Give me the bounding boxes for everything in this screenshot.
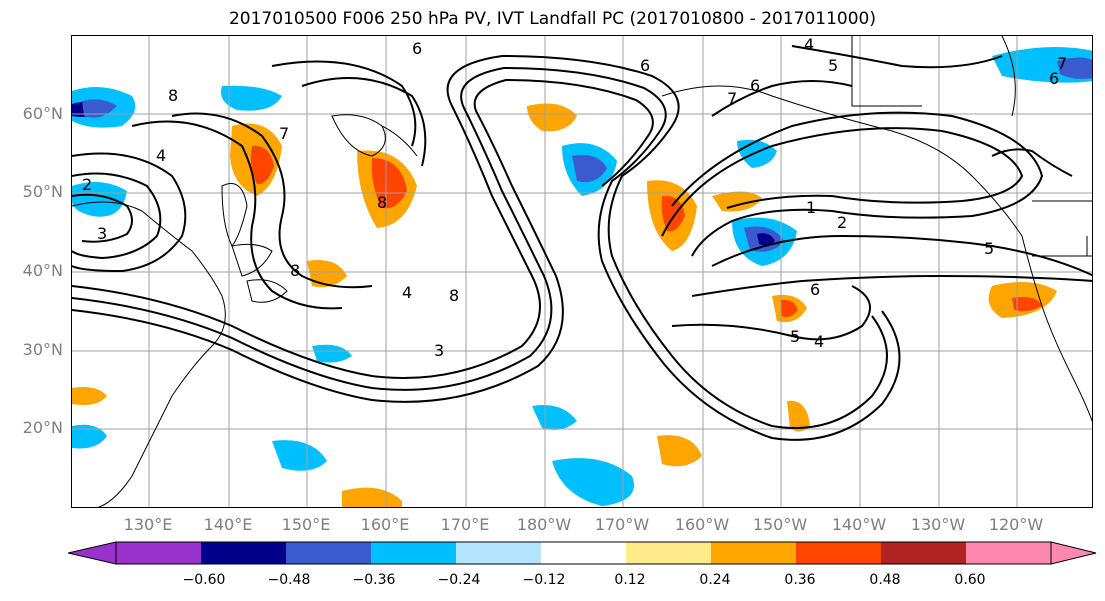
colorbar-over-arrow xyxy=(1051,542,1096,564)
contour-label: 6 xyxy=(1049,69,1059,88)
lon-label-160e: 160°E xyxy=(350,515,420,534)
neg-anomaly-patch xyxy=(72,182,127,217)
colorbar-swatch xyxy=(201,542,286,564)
contour-label: 8 xyxy=(377,193,387,212)
contour-label: 1 xyxy=(806,198,816,217)
pos-anomaly-patch xyxy=(342,488,402,508)
neg-anomaly-patch xyxy=(552,458,634,506)
colorbar-swatch xyxy=(116,542,201,564)
contour-label: 8 xyxy=(449,286,459,305)
lat-label-60n: 60°N xyxy=(5,104,63,123)
colorbar-tick-label: −0.60 xyxy=(174,572,234,588)
lon-label-130w: 130°W xyxy=(903,515,973,534)
colorbar-tick-label: 0.24 xyxy=(685,572,745,588)
lon-label-180w: 180°W xyxy=(509,515,579,534)
lat-label-30n: 30°N xyxy=(5,340,63,359)
contour-label: 8 xyxy=(290,261,300,280)
contour-label: 6 xyxy=(750,76,760,95)
colorbar-swatch xyxy=(456,542,541,564)
neg-anomaly-patch xyxy=(221,86,282,111)
contour-label: 2 xyxy=(82,175,92,194)
lon-label-160w: 160°W xyxy=(667,515,737,534)
colorbar-tick-label: 0.36 xyxy=(770,572,830,588)
contour-label: 3 xyxy=(434,341,444,360)
neg-anomaly-patch xyxy=(312,345,352,363)
colorbar-tick-label: −0.48 xyxy=(259,572,319,588)
contour-label: 5 xyxy=(828,56,838,75)
contour-label: 4 xyxy=(156,146,166,165)
contour-label: 7 xyxy=(279,124,289,143)
contour-label: 4 xyxy=(814,332,824,351)
contour-label: 8 xyxy=(168,86,178,105)
lon-label-140w: 140°W xyxy=(824,515,894,534)
colorbar-tick-label: −0.12 xyxy=(514,572,574,588)
contour-label: 6 xyxy=(412,39,422,58)
neg-anomaly-patch xyxy=(72,425,107,449)
neg-anomaly-patch xyxy=(737,140,777,168)
neg-anomaly-patch xyxy=(272,440,327,471)
map-canvas: 8 7 4 2 3 6 8 8 8 4 3 6 4 5 7 6 7 6 1 2 … xyxy=(72,36,1093,508)
map-panel: 8 7 4 2 3 6 8 8 8 4 3 6 4 5 7 6 7 6 1 2 … xyxy=(71,35,1093,508)
graticule xyxy=(72,36,1093,508)
colorbar-swatch xyxy=(541,542,626,564)
pos-anomaly-patch xyxy=(657,435,702,466)
colorbar-swatch xyxy=(796,542,881,564)
pos-anomaly-patch xyxy=(307,260,347,287)
lon-label-140e: 140°E xyxy=(193,515,263,534)
colorbar-swatch xyxy=(286,542,371,564)
lat-label-50n: 50°N xyxy=(5,182,63,201)
colorbar-swatch xyxy=(371,542,456,564)
colorbar xyxy=(68,540,1098,566)
contour-label: 4 xyxy=(804,36,814,54)
lon-label-170e: 170°E xyxy=(430,515,500,534)
lon-label-150w: 150°W xyxy=(745,515,815,534)
colorbar-under-arrow xyxy=(68,542,116,564)
lon-label-150e: 150°E xyxy=(271,515,341,534)
lon-label-120w: 120°W xyxy=(981,515,1051,534)
pos-anomaly-patch xyxy=(72,387,107,405)
neg-anomaly-patch xyxy=(532,405,577,430)
colorbar-swatch xyxy=(626,542,711,564)
colorbar-swatch xyxy=(881,542,966,564)
lon-label-170w: 170°W xyxy=(587,515,657,534)
contour-label: 5 xyxy=(790,327,800,346)
colorbar-tick-label: −0.36 xyxy=(344,572,404,588)
lat-label-20n: 20°N xyxy=(5,418,63,437)
contour-label: 2 xyxy=(837,213,847,232)
lat-label-40n: 40°N xyxy=(5,261,63,280)
contour-label: 7 xyxy=(727,89,737,108)
pv-contours xyxy=(72,46,1093,440)
contour-label: 5 xyxy=(984,239,994,258)
contour-label: 4 xyxy=(402,283,412,302)
pos-anomaly-patch xyxy=(527,104,577,132)
colorbar-tick-label: 0.60 xyxy=(940,572,1000,588)
pv-shading xyxy=(72,47,1093,508)
colorbar-tick-label: −0.24 xyxy=(429,572,489,588)
colorbar-tick-label: 0.48 xyxy=(855,572,915,588)
contour-label: 6 xyxy=(810,280,820,299)
map-title: 2017010500 F006 250 hPa PV, IVT Landfall… xyxy=(0,9,1105,29)
lon-label-130e: 130°E xyxy=(113,515,183,534)
colorbar-swatch xyxy=(711,542,796,564)
contour-label: 6 xyxy=(640,56,650,75)
colorbar-swatch xyxy=(966,542,1051,564)
colorbar-tick-label: 0.12 xyxy=(600,572,660,588)
